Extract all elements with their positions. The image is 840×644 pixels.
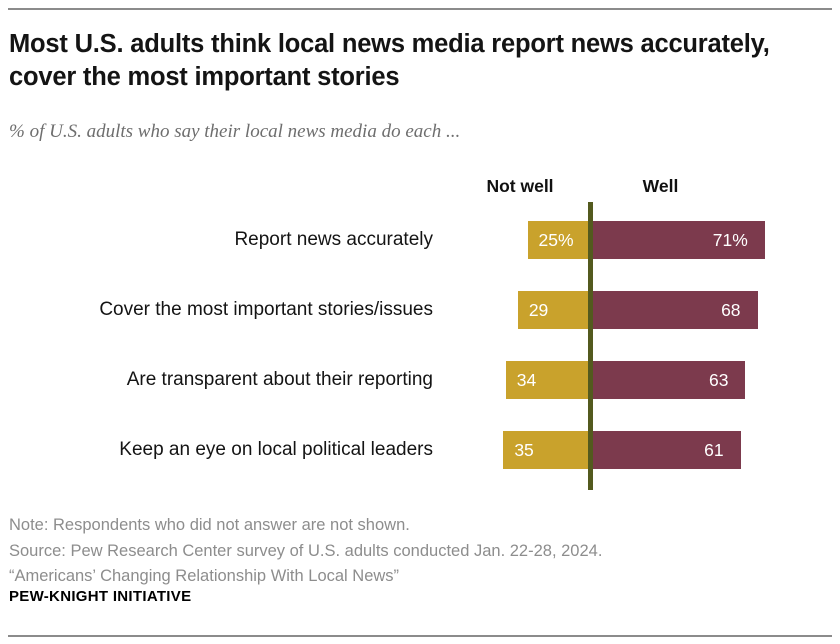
bar-not-well: 34 [505,361,588,399]
diverging-bar-chart: Not well Well Report news accurately 25%… [0,170,840,500]
center-axis-line [588,202,593,490]
bar-not-well: 35 [503,431,588,469]
footnotes: Note: Respondents who did not answer are… [9,513,602,590]
bar-well-value: 71% [712,229,748,250]
bar-well-value: 61 [704,439,724,460]
column-header-well: Well [642,176,679,196]
bar-not-well: 29 [517,291,588,329]
category-label: Report news accurately [234,229,433,250]
note-line: Note: Respondents who did not answer are… [9,516,410,534]
bar-area: 29 68 [448,275,840,345]
source-line: Source: Pew Research Center survey of U.… [9,541,603,560]
bar-well: 71% [593,221,765,259]
bar-area: 34 63 [448,345,840,415]
chart-row: Are transparent about their reporting 34… [0,345,840,415]
bar-area: 35 61 [448,415,840,485]
category-label: Cover the most important stories/issues [99,299,433,320]
bar-well: 68 [593,291,758,329]
bar-area: 25% 71% [448,205,840,275]
bar-not-well-value: 29 [528,299,549,320]
bar-not-well-value: 34 [516,369,537,390]
bottom-rule [8,635,832,637]
chart-row: Cover the most important stories/issues … [0,275,840,345]
column-header-not-well: Not well [486,176,554,196]
category-label: Keep an eye on local political leaders [119,439,433,460]
bar-not-well-value: 35 [514,439,534,460]
chart-subtitle: % of U.S. adults who say their local new… [9,121,461,142]
bar-not-well: 25% [527,221,588,259]
chart-rows: Report news accurately 25% 71% Cover the… [0,205,840,485]
top-rule [8,8,832,10]
report-title-line: “Americans’ Changing Relationship With L… [9,567,400,586]
bar-not-well-value: 25% [538,229,574,250]
chart-title: Most U.S. adults think local news media … [9,30,770,92]
chart-row: Report news accurately 25% 71% [0,205,840,275]
bar-well-value: 63 [708,369,729,390]
category-label: Are transparent about their reporting [126,369,433,390]
bar-well: 61 [593,431,741,469]
bar-well: 63 [593,361,746,399]
pew-knight-initiative-label: PEW-KNIGHT INITIATIVE [9,588,192,605]
chart-row: Keep an eye on local political leaders 3… [0,415,840,485]
bar-well-value: 68 [721,299,741,320]
